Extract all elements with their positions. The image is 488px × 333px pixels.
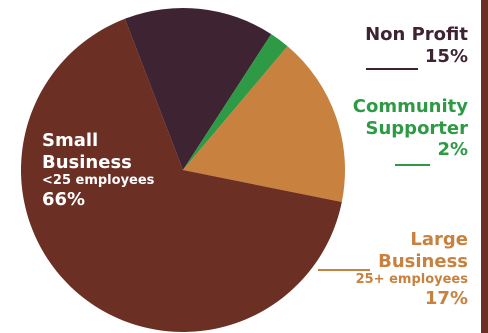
label-non-profit-line1: Non Profit [365,24,468,45]
label-large-pct: 17% [424,287,468,309]
pie-slice-community-supporter [183,34,288,170]
leader-line-non-profit [366,68,418,70]
leader-line-community [395,164,430,166]
label-small-business-pct: 66% [42,188,86,210]
label-small-business-line1: Small [42,130,99,151]
label-community-supporter: Community Supporter 2% [353,96,468,161]
pie-slice-non-profit [124,7,272,170]
leader-line-large-business [318,269,370,271]
label-large-line2: Business [378,250,468,272]
label-small-business-sub: <25 employees [42,173,155,189]
label-large-line1: Large [410,229,468,250]
label-large-sub: 25+ employees [355,272,468,288]
label-non-profit: Non Profit 15% [365,24,468,67]
label-community-line2: Supporter [365,117,468,139]
right-accent-bar [481,0,488,333]
label-small-business: Small Business <25 employees 66% [42,130,154,210]
pie-slice-large-business [183,46,345,203]
label-community-line1: Community [352,96,468,117]
label-non-profit-pct: 15% [424,45,468,67]
pie-slice-small-business [20,18,342,332]
label-large-business: Large Business 25+ employees 17% [356,229,468,309]
label-community-pct: 2% [437,139,468,161]
label-small-business-line2: Business [42,151,132,173]
